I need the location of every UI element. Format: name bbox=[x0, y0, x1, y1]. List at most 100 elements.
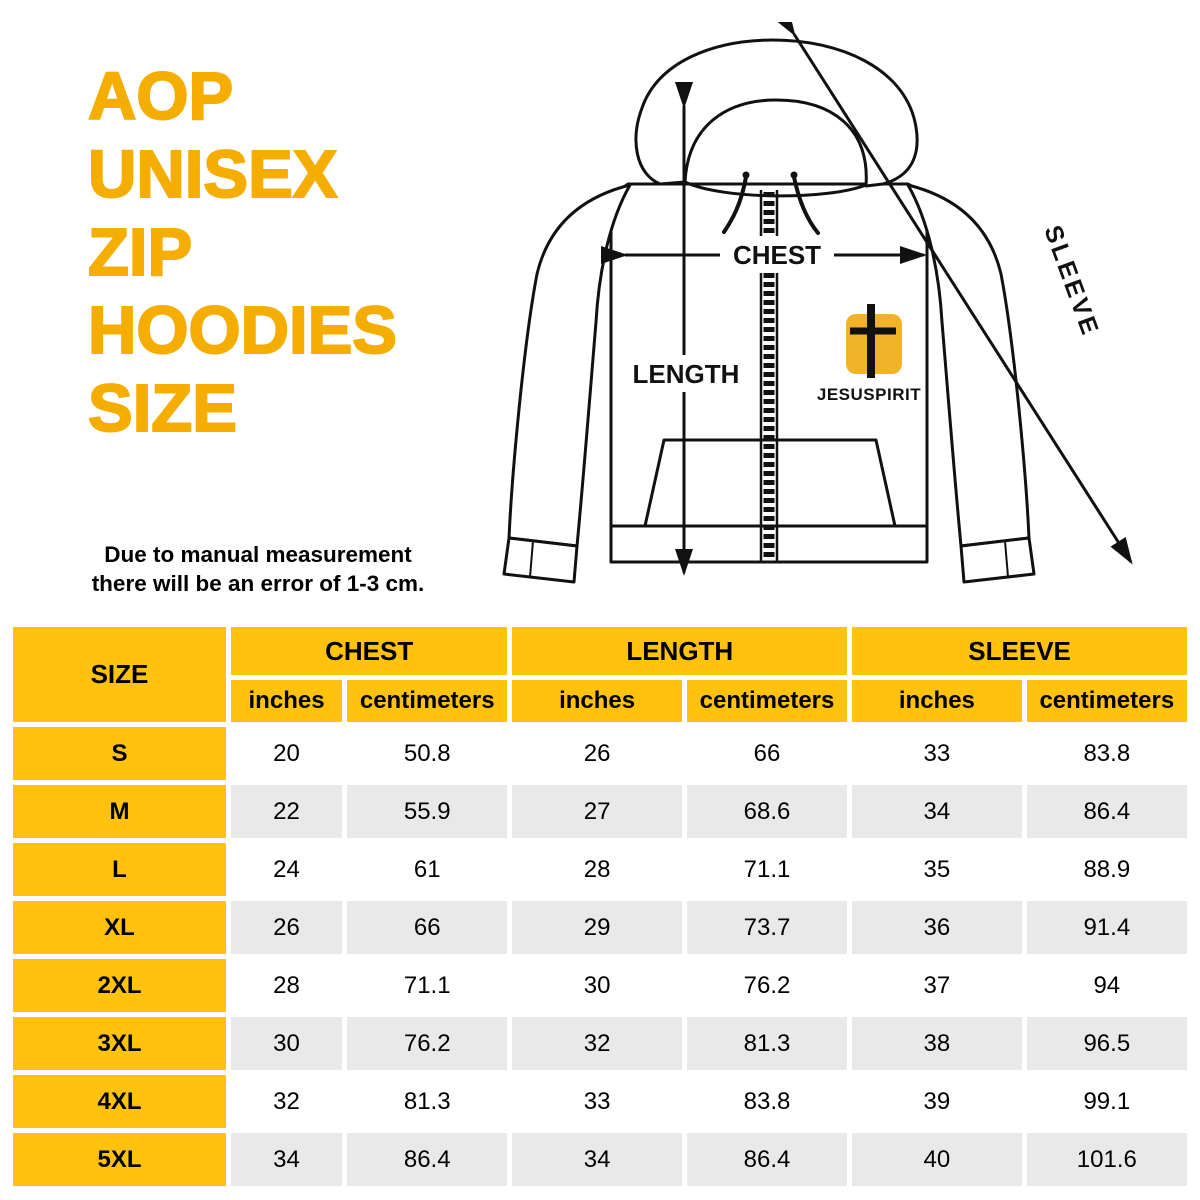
value-cell: 39 bbox=[852, 1075, 1022, 1128]
value-cell: 86.4 bbox=[347, 1133, 508, 1186]
note-line-2: there will be an error of 1-3 cm. bbox=[91, 571, 425, 596]
chest-centimeters-header: centimeters bbox=[347, 680, 508, 722]
value-cell: 34 bbox=[231, 1133, 343, 1186]
size-table: SIZE CHEST LENGTH SLEEVE inches centimet… bbox=[8, 622, 1192, 1191]
length-group-header: LENGTH bbox=[512, 627, 848, 675]
size-cell: 5XL bbox=[13, 1133, 226, 1186]
left-cuff bbox=[502, 536, 579, 584]
value-cell: 101.6 bbox=[1026, 1133, 1187, 1186]
value-cell: 81.3 bbox=[347, 1075, 508, 1128]
value-cell: 94 bbox=[1026, 959, 1187, 1012]
hoodie-diagram-svg: CHEST LENGTH SLEEVE JESUSPIRIT bbox=[502, 22, 1133, 584]
left-cuff-rib bbox=[529, 540, 534, 578]
hood bbox=[634, 38, 919, 188]
brand-logo: JESUSPIRIT bbox=[817, 304, 921, 404]
value-cell: 33 bbox=[852, 727, 1022, 780]
value-cell: 91.4 bbox=[1026, 901, 1187, 954]
value-cell: 40 bbox=[852, 1133, 1022, 1186]
value-cell: 32 bbox=[512, 1017, 682, 1070]
size-cell: 4XL bbox=[13, 1075, 226, 1128]
value-cell: 96.5 bbox=[1026, 1017, 1187, 1070]
value-cell: 37 bbox=[852, 959, 1022, 1012]
value-cell: 86.4 bbox=[686, 1133, 848, 1186]
size-cell: L bbox=[13, 843, 226, 896]
chest-label: CHEST bbox=[733, 240, 821, 270]
length-label-bg bbox=[624, 355, 748, 392]
table-row: 5XL 34 86.4 34 86.4 40 101.6 bbox=[13, 1133, 1187, 1186]
title-line-3: ZIP bbox=[87, 214, 193, 291]
size-cell: 2XL bbox=[13, 959, 226, 1012]
value-cell: 27 bbox=[512, 785, 682, 838]
table-row: 3XL 30 76.2 32 81.3 38 96.5 bbox=[13, 1017, 1187, 1070]
note-line-1: Due to manual measurement bbox=[104, 542, 412, 567]
sleeve-arrow bbox=[773, 22, 1133, 565]
value-cell: 30 bbox=[512, 959, 682, 1012]
sleeve-centimeters-header: centimeters bbox=[1026, 680, 1187, 722]
value-cell: 83.8 bbox=[1026, 727, 1187, 780]
page-title: AOP UNISEX ZIP HOODIES SIZE bbox=[87, 58, 398, 448]
unit-header-row: inches centimeters inches centimeters in… bbox=[13, 680, 1187, 722]
value-cell: 26 bbox=[512, 727, 682, 780]
value-cell: 36 bbox=[852, 901, 1022, 954]
hoodie-diagram: CHEST LENGTH SLEEVE JESUSPIRIT bbox=[478, 22, 1150, 604]
sleeve-group-header: SLEEVE bbox=[852, 627, 1187, 675]
size-cell: 3XL bbox=[13, 1017, 226, 1070]
value-cell: 99.1 bbox=[1026, 1075, 1187, 1128]
table-row: 4XL 32 81.3 33 83.8 39 99.1 bbox=[13, 1075, 1187, 1128]
table-row: L 24 61 28 71.1 35 88.9 bbox=[13, 843, 1187, 896]
value-cell: 71.1 bbox=[686, 843, 848, 896]
value-cell: 66 bbox=[686, 727, 848, 780]
left-drawstring bbox=[722, 175, 748, 234]
table-row: M 22 55.9 27 68.6 34 86.4 bbox=[13, 785, 1187, 838]
value-cell: 68.6 bbox=[686, 785, 848, 838]
value-cell: 34 bbox=[852, 785, 1022, 838]
value-cell: 38 bbox=[852, 1017, 1022, 1070]
value-cell: 20 bbox=[231, 727, 343, 780]
length-centimeters-header: centimeters bbox=[686, 680, 848, 722]
size-column-header: SIZE bbox=[13, 627, 226, 722]
value-cell: 73.7 bbox=[686, 901, 848, 954]
value-cell: 24 bbox=[231, 843, 343, 896]
value-cell: 86.4 bbox=[1026, 785, 1187, 838]
group-header-row: SIZE CHEST LENGTH SLEEVE bbox=[13, 627, 1187, 722]
measurement-note: Due to manual measurement there will be … bbox=[62, 540, 454, 598]
value-cell: 81.3 bbox=[686, 1017, 848, 1070]
value-cell: 28 bbox=[512, 843, 682, 896]
value-cell: 29 bbox=[512, 901, 682, 954]
table-row: 2XL 28 71.1 30 76.2 37 94 bbox=[13, 959, 1187, 1012]
title-line-4: HOODIES bbox=[87, 292, 398, 369]
value-cell: 66 bbox=[347, 901, 508, 954]
size-cell: M bbox=[13, 785, 226, 838]
value-cell: 32 bbox=[231, 1075, 343, 1128]
chest-inches-header: inches bbox=[231, 680, 343, 722]
value-cell: 26 bbox=[231, 901, 343, 954]
sleeve-label: SLEEVE bbox=[1038, 222, 1104, 341]
size-cell: S bbox=[13, 727, 226, 780]
right-cuff bbox=[959, 536, 1036, 584]
table-row: XL 26 66 29 73.7 36 91.4 bbox=[13, 901, 1187, 954]
value-cell: 71.1 bbox=[347, 959, 508, 1012]
value-cell: 50.8 bbox=[347, 727, 508, 780]
value-cell: 33 bbox=[512, 1075, 682, 1128]
value-cell: 76.2 bbox=[686, 959, 848, 1012]
size-table-body: S 20 50.8 26 66 33 83.8 M 22 55.9 27 68.6 34 86.4 L 24 6… bbox=[13, 727, 1187, 1186]
value-cell: 76.2 bbox=[347, 1017, 508, 1070]
sleeve-inches-header: inches bbox=[852, 680, 1022, 722]
value-cell: 55.9 bbox=[347, 785, 508, 838]
title-line-5: SIZE bbox=[87, 370, 238, 447]
value-cell: 88.9 bbox=[1026, 843, 1187, 896]
value-cell: 30 bbox=[231, 1017, 343, 1070]
value-cell: 28 bbox=[231, 959, 343, 1012]
length-label: LENGTH bbox=[633, 359, 740, 389]
title-line-1: AOP bbox=[87, 58, 234, 135]
value-cell: 22 bbox=[231, 785, 343, 838]
value-cell: 61 bbox=[347, 843, 508, 896]
table-row: S 20 50.8 26 66 33 83.8 bbox=[13, 727, 1187, 780]
title-line-2: UNISEX bbox=[87, 136, 338, 213]
size-cell: XL bbox=[13, 901, 226, 954]
value-cell: 34 bbox=[512, 1133, 682, 1186]
value-cell: 35 bbox=[852, 843, 1022, 896]
length-inches-header: inches bbox=[512, 680, 682, 722]
chest-group-header: CHEST bbox=[231, 627, 508, 675]
